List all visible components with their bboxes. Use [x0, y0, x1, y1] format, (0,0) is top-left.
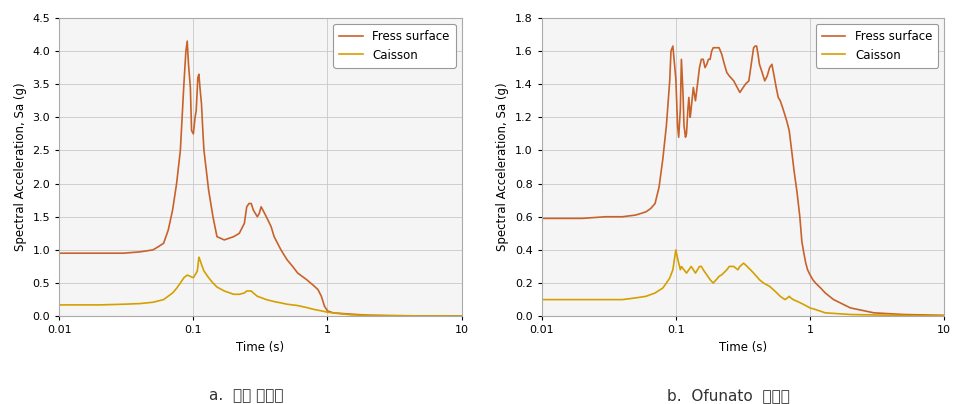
Caisson	[692, 267, 703, 272]
Caisson	[193, 255, 205, 260]
Fress surface	[455, 314, 467, 318]
Caisson	[187, 275, 199, 280]
Text: b.  Ofunato  지진파: b. Ofunato 지진파	[667, 388, 790, 403]
Caisson	[171, 286, 182, 291]
Y-axis label: Spectral Acceleration, Sa (g): Spectral Acceleration, Sa (g)	[496, 83, 510, 251]
Caisson	[673, 261, 684, 265]
Legend: Fress surface, Caisson: Fress surface, Caisson	[334, 24, 455, 67]
X-axis label: Time (s): Time (s)	[236, 341, 285, 354]
Caisson	[256, 295, 267, 300]
Caisson	[228, 292, 239, 297]
Caisson	[238, 290, 250, 295]
Fress surface	[682, 107, 694, 112]
Y-axis label: Spectral Acceleration, Sa (g): Spectral Acceleration, Sa (g)	[14, 83, 27, 251]
Caisson	[184, 274, 196, 279]
Fress surface	[667, 44, 678, 48]
Caisson	[218, 288, 230, 293]
Caisson	[332, 311, 344, 316]
Caisson	[190, 271, 202, 276]
Caisson	[196, 262, 207, 267]
Caisson	[118, 302, 129, 307]
Caisson	[416, 314, 427, 318]
Caisson	[362, 313, 373, 318]
Fress surface	[53, 251, 65, 256]
Caisson	[724, 264, 735, 269]
Caisson	[94, 303, 105, 307]
Fress surface	[189, 115, 201, 120]
Fress surface	[186, 128, 198, 133]
Line: Caisson: Caisson	[59, 257, 461, 316]
Text: a.  경주 지진파: a. 경주 지진파	[208, 388, 284, 403]
Fress surface	[181, 39, 193, 44]
Caisson	[134, 301, 146, 306]
Caisson	[345, 312, 357, 317]
Fress surface	[192, 75, 204, 80]
Caisson	[158, 297, 170, 302]
Caisson	[301, 305, 313, 310]
Fress surface	[938, 313, 950, 318]
Caisson	[203, 275, 214, 280]
Caisson	[248, 290, 260, 295]
Caisson	[181, 273, 193, 278]
Caisson	[53, 303, 65, 307]
Caisson	[795, 301, 807, 305]
Caisson	[738, 261, 750, 265]
Caisson	[194, 257, 206, 262]
Legend: Fress surface, Caisson: Fress surface, Caisson	[816, 24, 938, 67]
Caisson	[676, 264, 687, 269]
Caisson	[261, 297, 272, 302]
Caisson	[536, 297, 547, 302]
Line: Fress surface: Fress surface	[59, 41, 461, 316]
Fress surface	[175, 148, 186, 153]
Caisson	[275, 301, 287, 305]
Fress surface	[254, 211, 265, 216]
Caisson	[309, 307, 320, 312]
Fress surface	[743, 78, 755, 83]
Fress surface	[819, 290, 831, 295]
Caisson	[252, 294, 263, 299]
Fress surface	[715, 48, 727, 53]
Caisson	[241, 288, 253, 293]
Caisson	[211, 284, 223, 289]
Caisson	[234, 292, 245, 297]
Caisson	[938, 314, 950, 318]
Caisson	[148, 300, 159, 305]
Caisson	[167, 290, 179, 295]
Caisson	[207, 281, 219, 286]
Caisson	[316, 308, 327, 313]
Fress surface	[600, 214, 612, 219]
Caisson	[292, 303, 304, 308]
X-axis label: Time (s): Time (s)	[719, 341, 767, 354]
Caisson	[282, 302, 293, 307]
Caisson	[245, 288, 257, 293]
Caisson	[268, 299, 280, 304]
Caisson	[179, 275, 190, 280]
Line: Caisson: Caisson	[541, 250, 944, 316]
Caisson	[321, 310, 333, 315]
Caisson	[198, 269, 209, 274]
Fress surface	[193, 72, 205, 77]
Caisson	[191, 269, 203, 274]
Caisson	[670, 248, 681, 252]
Fress surface	[683, 95, 695, 100]
Fress surface	[536, 216, 547, 221]
Caisson	[175, 281, 186, 286]
Caisson	[455, 314, 467, 318]
Line: Fress surface: Fress surface	[541, 46, 944, 316]
